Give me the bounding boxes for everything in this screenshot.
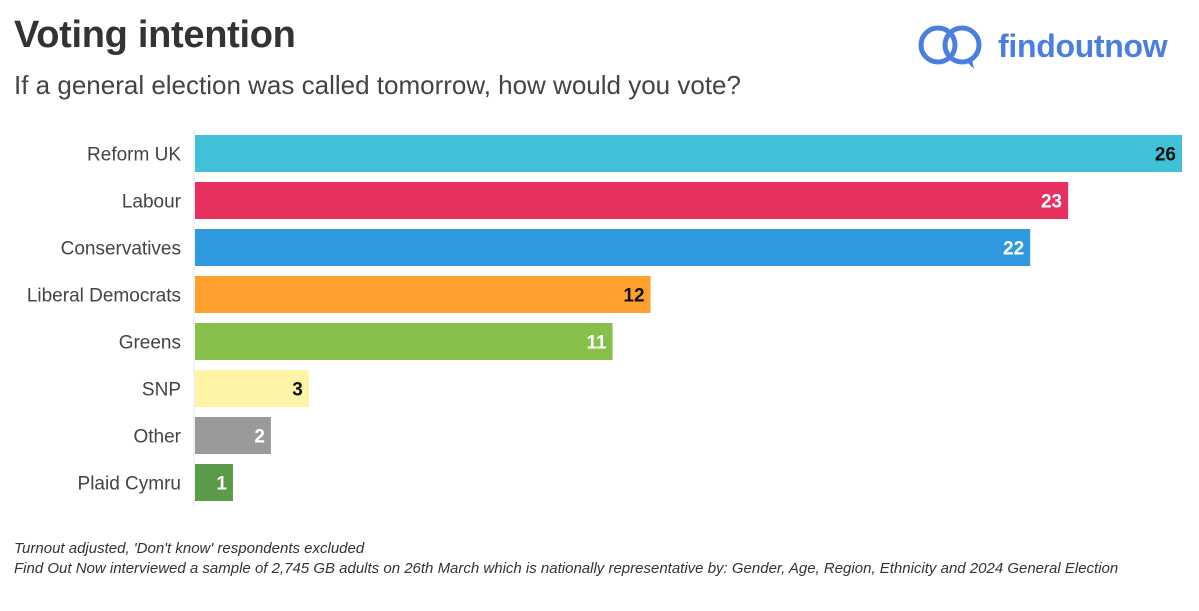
category-label: Conservatives [61, 239, 181, 260]
bar [195, 276, 651, 313]
bar [195, 229, 1031, 266]
footnote-line-1: Turnout adjusted, 'Don't know' responden… [14, 540, 365, 557]
bar [195, 135, 1182, 172]
findoutnow-logo: findoutnow [916, 20, 1168, 72]
data-label: 1 [216, 474, 227, 495]
data-label: 23 [1041, 192, 1062, 213]
category-label: Reform UK [87, 145, 181, 166]
logo-text: findoutnow [998, 27, 1168, 64]
bar [195, 417, 271, 454]
bar [195, 464, 233, 501]
chart-title: Voting intention [14, 14, 296, 56]
footnote: Turnout adjusted, 'Don't know' responden… [14, 539, 1174, 579]
bar [195, 323, 613, 360]
category-label: SNP [142, 380, 181, 401]
data-label: 3 [292, 380, 303, 401]
chart-subtitle: If a general election was called tomorro… [14, 70, 741, 100]
data-label: 11 [586, 333, 607, 354]
category-label: Plaid Cymru [78, 474, 181, 495]
footnote-line-2: Find Out Now interviewed a sample of 2,7… [14, 560, 1119, 577]
category-label: Labour [122, 192, 182, 213]
data-label: 22 [1003, 239, 1024, 260]
bar [195, 370, 309, 407]
data-label: 12 [623, 286, 644, 307]
two-speech-bubbles-icon [918, 25, 982, 69]
bar [195, 182, 1069, 219]
data-label: 2 [254, 427, 265, 448]
data-label: 26 [1155, 145, 1176, 166]
category-label: Liberal Democrats [27, 286, 181, 307]
category-label: Greens [119, 333, 181, 354]
category-label: Other [133, 427, 181, 448]
